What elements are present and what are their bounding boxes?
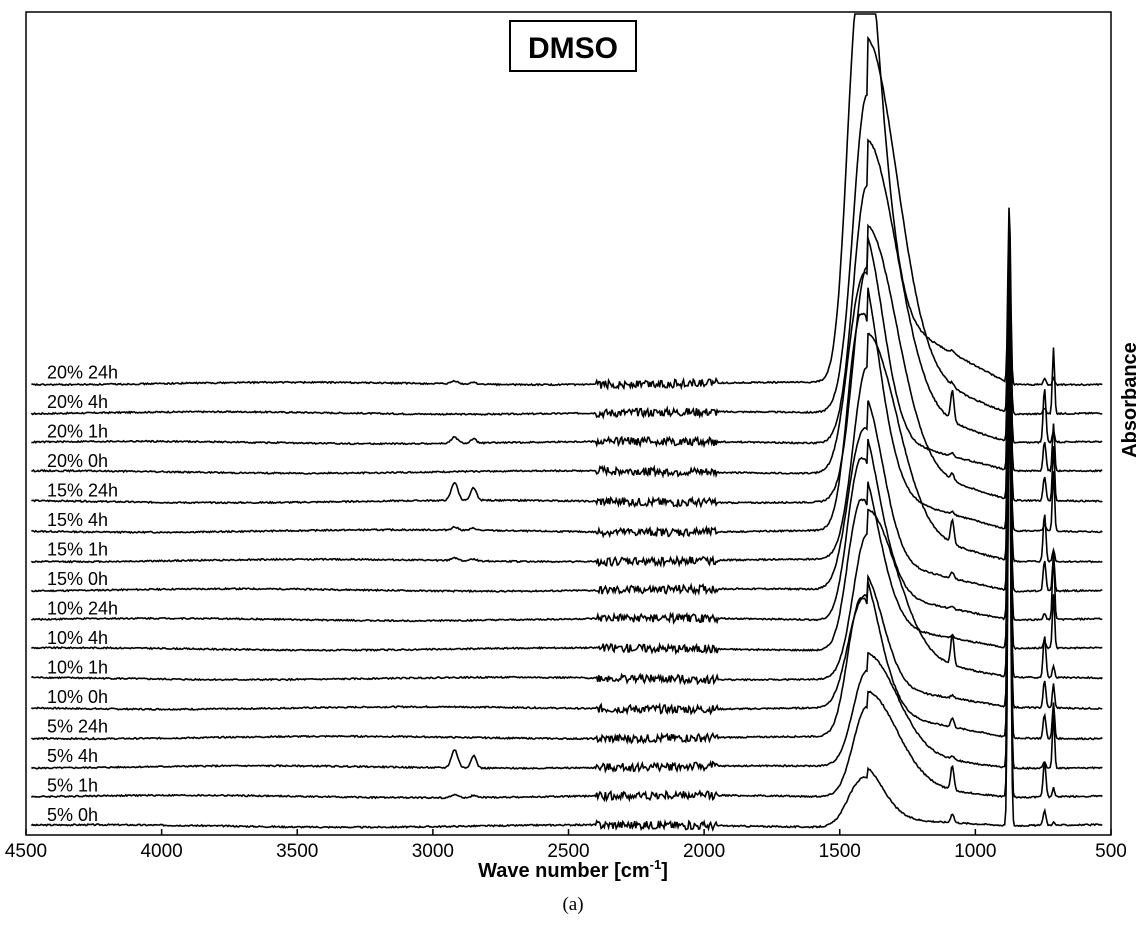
x-tick-label: 2000 — [683, 841, 725, 862]
series-label: 15% 24h — [47, 481, 118, 501]
series-label: 5% 24h — [47, 717, 108, 737]
spectrum-trace — [31, 237, 1103, 479]
spectrum-trace — [30, 312, 1103, 656]
x-axis-title-end: ] — [661, 860, 668, 882]
series-label: 5% 4h — [47, 746, 98, 766]
series-labels: 5% 0h 5% 1h 5% 4h 5% 24h 10% 0h 10% 1h 10% 4h 1… — [47, 363, 118, 826]
x-axis-ticks: 4500 4000 3500 3000 2500 2000 1500 1000 500 — [5, 829, 1127, 862]
panel-caption: (a) — [562, 894, 583, 915]
series-label: 20% 0h — [47, 451, 108, 471]
spectrum-trace — [31, 349, 1103, 745]
chart-title-box: DMSO — [509, 20, 637, 72]
series-label: 10% 4h — [47, 628, 108, 648]
x-tick-label: 500 — [1095, 841, 1127, 862]
spectrum-trace — [31, 270, 1103, 539]
spectrum-trace — [30, 368, 1103, 803]
spectrum-trace — [30, 377, 1103, 833]
series-label: 5% 0h — [47, 805, 98, 825]
x-axis-title: Wave number [cm-1] — [478, 857, 668, 882]
series-label: 10% 1h — [47, 658, 108, 678]
spectrum-trace — [30, 35, 1103, 420]
series-label: 15% 1h — [47, 540, 108, 560]
spectrum-trace — [30, 324, 1103, 686]
x-tick-label: 4500 — [5, 841, 47, 862]
spectrum-trace — [31, 138, 1103, 449]
spectrum-trace — [31, 13, 1103, 391]
series-label: 5% 1h — [47, 776, 98, 796]
spectrum-trace — [31, 362, 1103, 774]
x-tick-label: 1500 — [819, 841, 861, 862]
title-border — [509, 20, 637, 72]
x-tick-label: 3500 — [276, 841, 318, 862]
series-label: 20% 4h — [47, 392, 108, 412]
spectrum-trace — [30, 307, 1103, 625]
spectrum-trace — [30, 284, 1103, 569]
x-axis-title-sup: -1 — [650, 857, 662, 872]
series-label: 10% 0h — [47, 687, 108, 707]
series-label: 15% 0h — [47, 569, 108, 589]
x-tick-label: 2500 — [547, 841, 589, 862]
x-axis-title-main: Wave number [cm — [478, 860, 650, 882]
y-axis-title: Absorbance — [1119, 342, 1141, 458]
series-label: 15% 4h — [47, 510, 108, 530]
series-label: 20% 24h — [47, 363, 118, 383]
spectrum-trace — [30, 297, 1103, 596]
x-tick-label: 3000 — [412, 841, 454, 862]
spectrum-trace — [30, 337, 1103, 716]
plot-frame — [25, 11, 1112, 836]
series-label: 20% 1h — [47, 422, 108, 442]
series-label: 10% 24h — [47, 599, 118, 619]
spectra-traces — [30, 13, 1103, 833]
chart-title: DMSO — [528, 32, 618, 65]
spectrum-trace — [31, 223, 1103, 509]
x-tick-label: 4000 — [140, 841, 182, 862]
x-tick-label: 1000 — [954, 841, 996, 862]
